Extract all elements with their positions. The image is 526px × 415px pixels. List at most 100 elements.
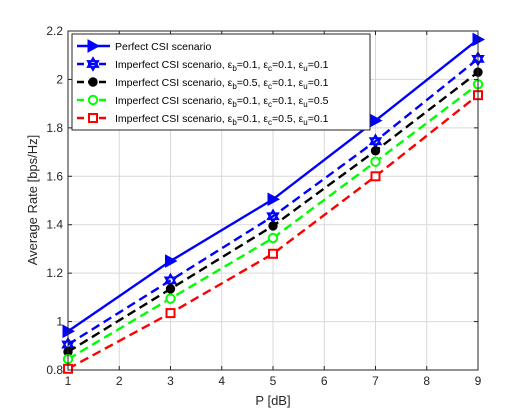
data-point xyxy=(370,156,381,167)
data-point xyxy=(267,192,281,207)
series-group xyxy=(61,32,486,374)
legend-value: =0.1 xyxy=(308,77,329,89)
x-tick-label: 4 xyxy=(218,374,225,388)
y-tick-label: 0.8 xyxy=(46,363,63,377)
legend-label: Imperfect CSI scenario, εb=0.5, εc=0.1, … xyxy=(115,77,329,91)
y-tick-label: 1.4 xyxy=(46,218,63,232)
legend-label: Imperfect CSI scenario, εb=0.1, εc=0.5, … xyxy=(115,113,329,127)
legend-subscript: b xyxy=(232,82,237,91)
data-point-outline xyxy=(368,137,383,149)
legend-epsilon: ε xyxy=(263,95,268,107)
legend-label-text: Imperfect CSI scenario, xyxy=(115,95,228,107)
legend-subscript: c xyxy=(268,118,272,127)
legend-item: Imperfect CSI scenario, εb=0.5, εc=0.1, … xyxy=(77,77,329,91)
legend-label: Perfect CSI scenario xyxy=(115,41,211,53)
legend-epsilon: ε xyxy=(299,113,304,125)
legend-epsilon: ε xyxy=(299,77,304,89)
x-tick-label: 3 xyxy=(167,374,174,388)
legend-epsilon: ε xyxy=(228,95,233,107)
y-axis-label: Average Rate [bps/Hz] xyxy=(25,135,40,266)
data-point xyxy=(165,284,176,294)
y-tick-label: 1.2 xyxy=(46,266,63,280)
series-line xyxy=(67,57,479,346)
data-point xyxy=(163,272,178,285)
legend-subscript: c xyxy=(268,64,272,73)
data-point xyxy=(368,133,383,146)
x-tick-label: 5 xyxy=(270,374,277,388)
x-axis-label: P [dB] xyxy=(255,393,290,408)
legend-value: =0.1, xyxy=(237,59,264,71)
legend-value: =0.1, xyxy=(237,95,264,107)
legend-epsilon: ε xyxy=(228,113,233,125)
data-point xyxy=(268,221,278,231)
legend-value: =0.5 xyxy=(308,95,329,107)
legend-epsilon: ε xyxy=(228,59,233,71)
legend-subscript: c xyxy=(268,100,272,109)
legend-box xyxy=(71,33,371,131)
data-point xyxy=(370,146,381,156)
data-point xyxy=(88,77,98,87)
data-point xyxy=(87,39,101,53)
data-point xyxy=(88,113,98,123)
legend-epsilon: ε xyxy=(299,59,304,71)
legend-subscript: u xyxy=(303,82,307,91)
data-point xyxy=(87,94,99,106)
data-point-outline xyxy=(86,60,100,72)
legend-epsilon: ε xyxy=(263,59,268,71)
x-tick-label: 6 xyxy=(321,374,328,388)
x-tick-label: 7 xyxy=(372,374,379,388)
y-tick-label: 1.6 xyxy=(46,169,63,183)
data-point xyxy=(165,293,176,304)
legend-label-text: Imperfect CSI scenario, xyxy=(115,113,228,125)
data-point xyxy=(268,248,278,259)
legend-label-text: Imperfect CSI scenario, xyxy=(115,59,228,71)
legend-label-text: Imperfect CSI scenario, xyxy=(115,77,228,89)
legend-subscript: b xyxy=(232,100,237,109)
legend: Perfect CSI scenario Imperfect CSI scenar… xyxy=(71,33,371,131)
axis-ticks: 1 2 3 4 5 6 7 8 90.811.21.41.61.822.2 xyxy=(46,24,481,388)
x-tick-label: 9 xyxy=(475,374,482,388)
legend-item: Imperfect CSI scenario, εb=0.1, εc=0.1, … xyxy=(77,56,329,73)
legend-epsilon: ε xyxy=(299,95,304,107)
legend-subscript: u xyxy=(303,64,307,73)
legend-value: =0.5, xyxy=(237,77,264,89)
legend-value: =0.1, xyxy=(272,77,299,89)
data-point xyxy=(165,308,176,319)
data-point xyxy=(267,232,279,244)
legend-label: Imperfect CSI scenario, εb=0.1, εc=0.1, … xyxy=(115,59,329,73)
legend-label: Imperfect CSI scenario, εb=0.1, εc=0.1, … xyxy=(115,95,329,109)
legend-subscript: u xyxy=(303,100,307,109)
y-tick-label: 1 xyxy=(56,315,63,329)
data-point xyxy=(370,171,381,182)
y-tick-label: 2 xyxy=(56,72,63,86)
legend-epsilon: ε xyxy=(228,77,233,89)
legend-value: =0.5, xyxy=(272,113,299,125)
legend-subscript: u xyxy=(303,118,307,127)
y-tick-label: 2.2 xyxy=(46,24,63,38)
x-tick-label: 8 xyxy=(423,374,430,388)
legend-value: =0.1, xyxy=(272,95,299,107)
y-tick-label: 1.8 xyxy=(46,121,63,135)
data-point xyxy=(165,254,178,268)
x-tick-label: 2 xyxy=(116,374,123,388)
data-point-outline xyxy=(163,276,178,289)
legend-subscript: c xyxy=(268,82,272,91)
legend-value: =0.1, xyxy=(237,113,264,125)
legend-item: Imperfect CSI scenario, εb=0.1, εc=0.1, … xyxy=(77,94,329,109)
legend-value: =0.1, xyxy=(272,59,299,71)
legend-epsilon: ε xyxy=(263,113,268,125)
data-point-outline xyxy=(266,212,280,225)
legend-subscript: b xyxy=(232,64,237,73)
x-tick-label: 1 xyxy=(65,374,72,388)
legend-item: Perfect CSI scenario xyxy=(77,39,211,53)
data-point xyxy=(266,208,280,221)
legend-item: Imperfect CSI scenario, εb=0.1, εc=0.5, … xyxy=(77,113,329,127)
legend-epsilon: ε xyxy=(263,77,268,89)
legend-subscript: b xyxy=(232,118,237,127)
series-line xyxy=(67,94,479,370)
legend-label-text: Perfect CSI scenario xyxy=(115,41,211,53)
legend-value: =0.1 xyxy=(308,59,329,71)
legend-value: =0.1 xyxy=(308,113,329,125)
data-point xyxy=(86,56,100,68)
